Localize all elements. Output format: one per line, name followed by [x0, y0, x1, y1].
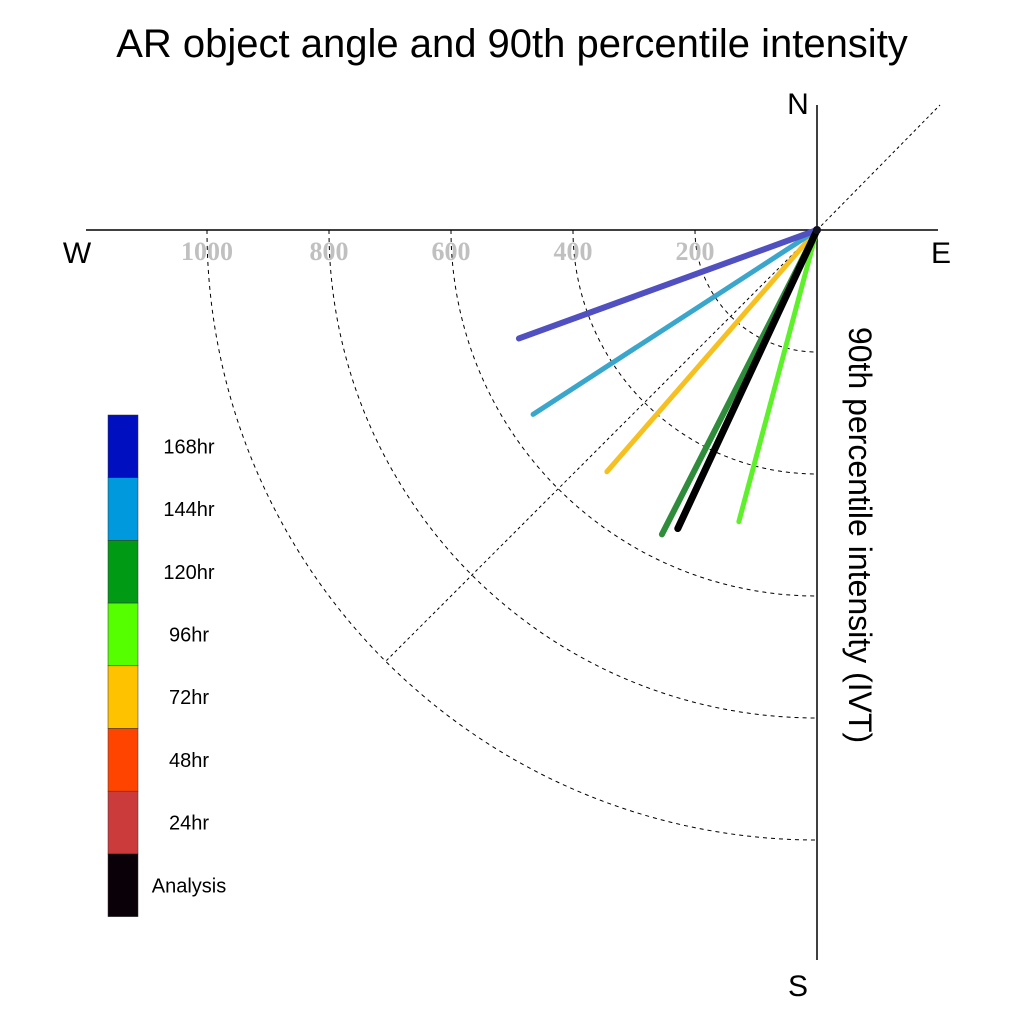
vector-72hr	[604, 227, 820, 475]
legend-swatch-72hr	[107, 665, 139, 729]
grid-arc-400	[572, 229, 818, 475]
grid-arc-200	[694, 229, 818, 353]
legend-swatch-48hr	[107, 728, 139, 792]
legend-swatch-24hr	[107, 790, 139, 855]
radial-tick-label: 200	[676, 237, 715, 266]
vector-lines	[515, 226, 821, 538]
origin-point	[813, 226, 821, 234]
legend-label-144hr: 144hr	[163, 499, 214, 521]
chart-title: AR object angle and 90th percentile inte…	[116, 22, 908, 66]
legend-label-96hr: 96hr	[169, 624, 209, 646]
y-axis-label: 90th percentile intensity (IVT)	[842, 327, 878, 743]
radial-tick-label: 800	[310, 237, 349, 266]
legend-label-168hr: 168hr	[163, 436, 214, 458]
grid-arc-800	[328, 229, 818, 719]
radial-tick-labels: 200 400 600 800 1000	[181, 237, 715, 266]
radial-tick-label: 1000	[181, 237, 233, 266]
legend-swatch-120hr	[107, 540, 139, 604]
legend-label-72hr: 72hr	[169, 687, 209, 709]
radial-grid	[206, 229, 818, 841]
vector-analysis	[674, 226, 821, 533]
compass-north-label: N	[787, 88, 809, 121]
vector-168hr	[515, 227, 820, 342]
compass-south-label: S	[788, 970, 808, 1003]
grid-arc-1000	[206, 229, 818, 841]
compass-axes	[86, 104, 941, 960]
legend-label-48hr: 48hr	[169, 750, 209, 772]
legend: 168hr 144hr 120hr 96hr 72hr 48hr 24hr Analysis	[107, 414, 226, 917]
legend-swatch-96hr	[107, 602, 139, 667]
legend-swatch-168hr	[107, 414, 139, 478]
legend-swatch-144hr	[107, 477, 139, 541]
vector-144hr	[530, 227, 820, 417]
compass-west-label: W	[63, 237, 92, 270]
legend-label-120hr: 120hr	[163, 562, 214, 584]
diagonal-ne-guide	[816, 104, 941, 231]
compass-east-label: E	[931, 237, 951, 270]
legend-label-24hr: 24hr	[169, 813, 209, 835]
radial-tick-label: 400	[554, 237, 593, 266]
legend-label-analysis: Analysis	[152, 875, 226, 897]
diagonal-sw-guide	[385, 229, 818, 662]
legend-swatch-analysis	[107, 853, 139, 917]
vector-96hr	[736, 227, 820, 525]
grid-arc-600	[450, 229, 818, 597]
radial-tick-label: 600	[432, 237, 471, 266]
